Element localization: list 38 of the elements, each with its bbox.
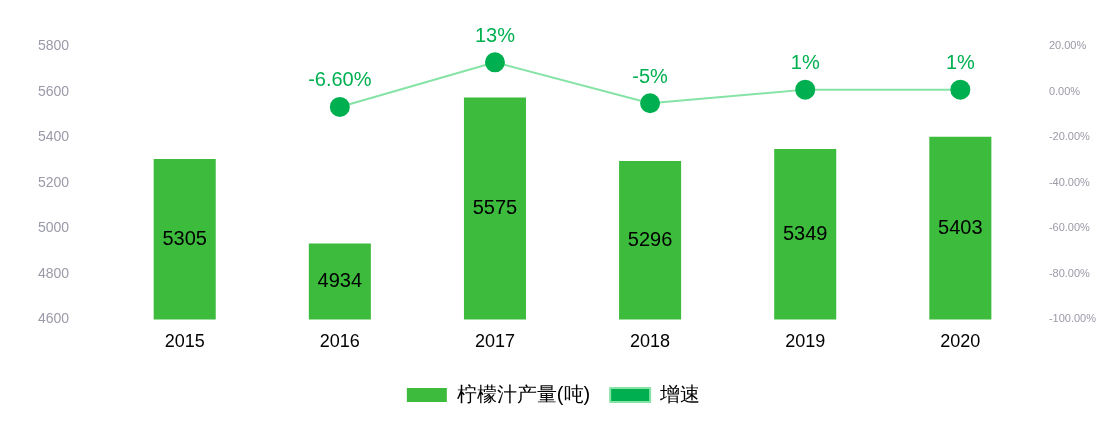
y-tick-label: 4600 (37, 310, 70, 327)
data-label: 13% (474, 23, 516, 46)
y-tick-label: 5600 (37, 82, 70, 99)
legend-label: 增速 (659, 382, 701, 405)
y-tick-label: 5800 (37, 37, 70, 54)
y2-tick-label: -20.00% (1048, 130, 1091, 143)
y-tick-label: 5000 (37, 219, 70, 236)
data-label: 5575 (472, 196, 518, 219)
y2-tick-label: -80.00% (1048, 266, 1091, 279)
y2-tick-label: -100.00% (1048, 312, 1097, 325)
point (329, 96, 350, 117)
x-tick-label: 2016 (319, 331, 360, 352)
x-tick-label: 2017 (474, 331, 515, 352)
y2-tick-label: -60.00% (1048, 221, 1091, 234)
data-label: 1% (790, 51, 820, 74)
y-tick-label: 4800 (37, 264, 70, 281)
y-tick-label: 5200 (37, 173, 70, 190)
x-tick-label: 2020 (940, 331, 981, 352)
point (640, 93, 661, 114)
x-tick-label: 2018 (630, 331, 671, 352)
legend-label: 柠檬汁产量(吨) (456, 382, 591, 405)
data-label: 5403 (938, 215, 983, 238)
data-label: 4934 (317, 268, 363, 291)
x-tick-label: 2019 (785, 331, 826, 352)
y-tick-label: 5400 (37, 128, 70, 145)
data-label: -6.60% (308, 68, 372, 91)
point (795, 79, 816, 100)
data-label: 5296 (627, 227, 673, 250)
data-label: -5% (632, 64, 669, 87)
data-label: 5349 (782, 221, 828, 244)
y2-tick-label: 0.00% (1048, 84, 1081, 97)
data-label: 1% (945, 51, 976, 74)
y2-tick-label: -40.00% (1048, 175, 1091, 188)
x-tick-label: 2015 (164, 331, 205, 352)
y2-tick-label: 20.00% (1048, 39, 1087, 52)
point (950, 79, 971, 100)
data-label: 5305 (162, 226, 207, 249)
point (484, 52, 505, 73)
